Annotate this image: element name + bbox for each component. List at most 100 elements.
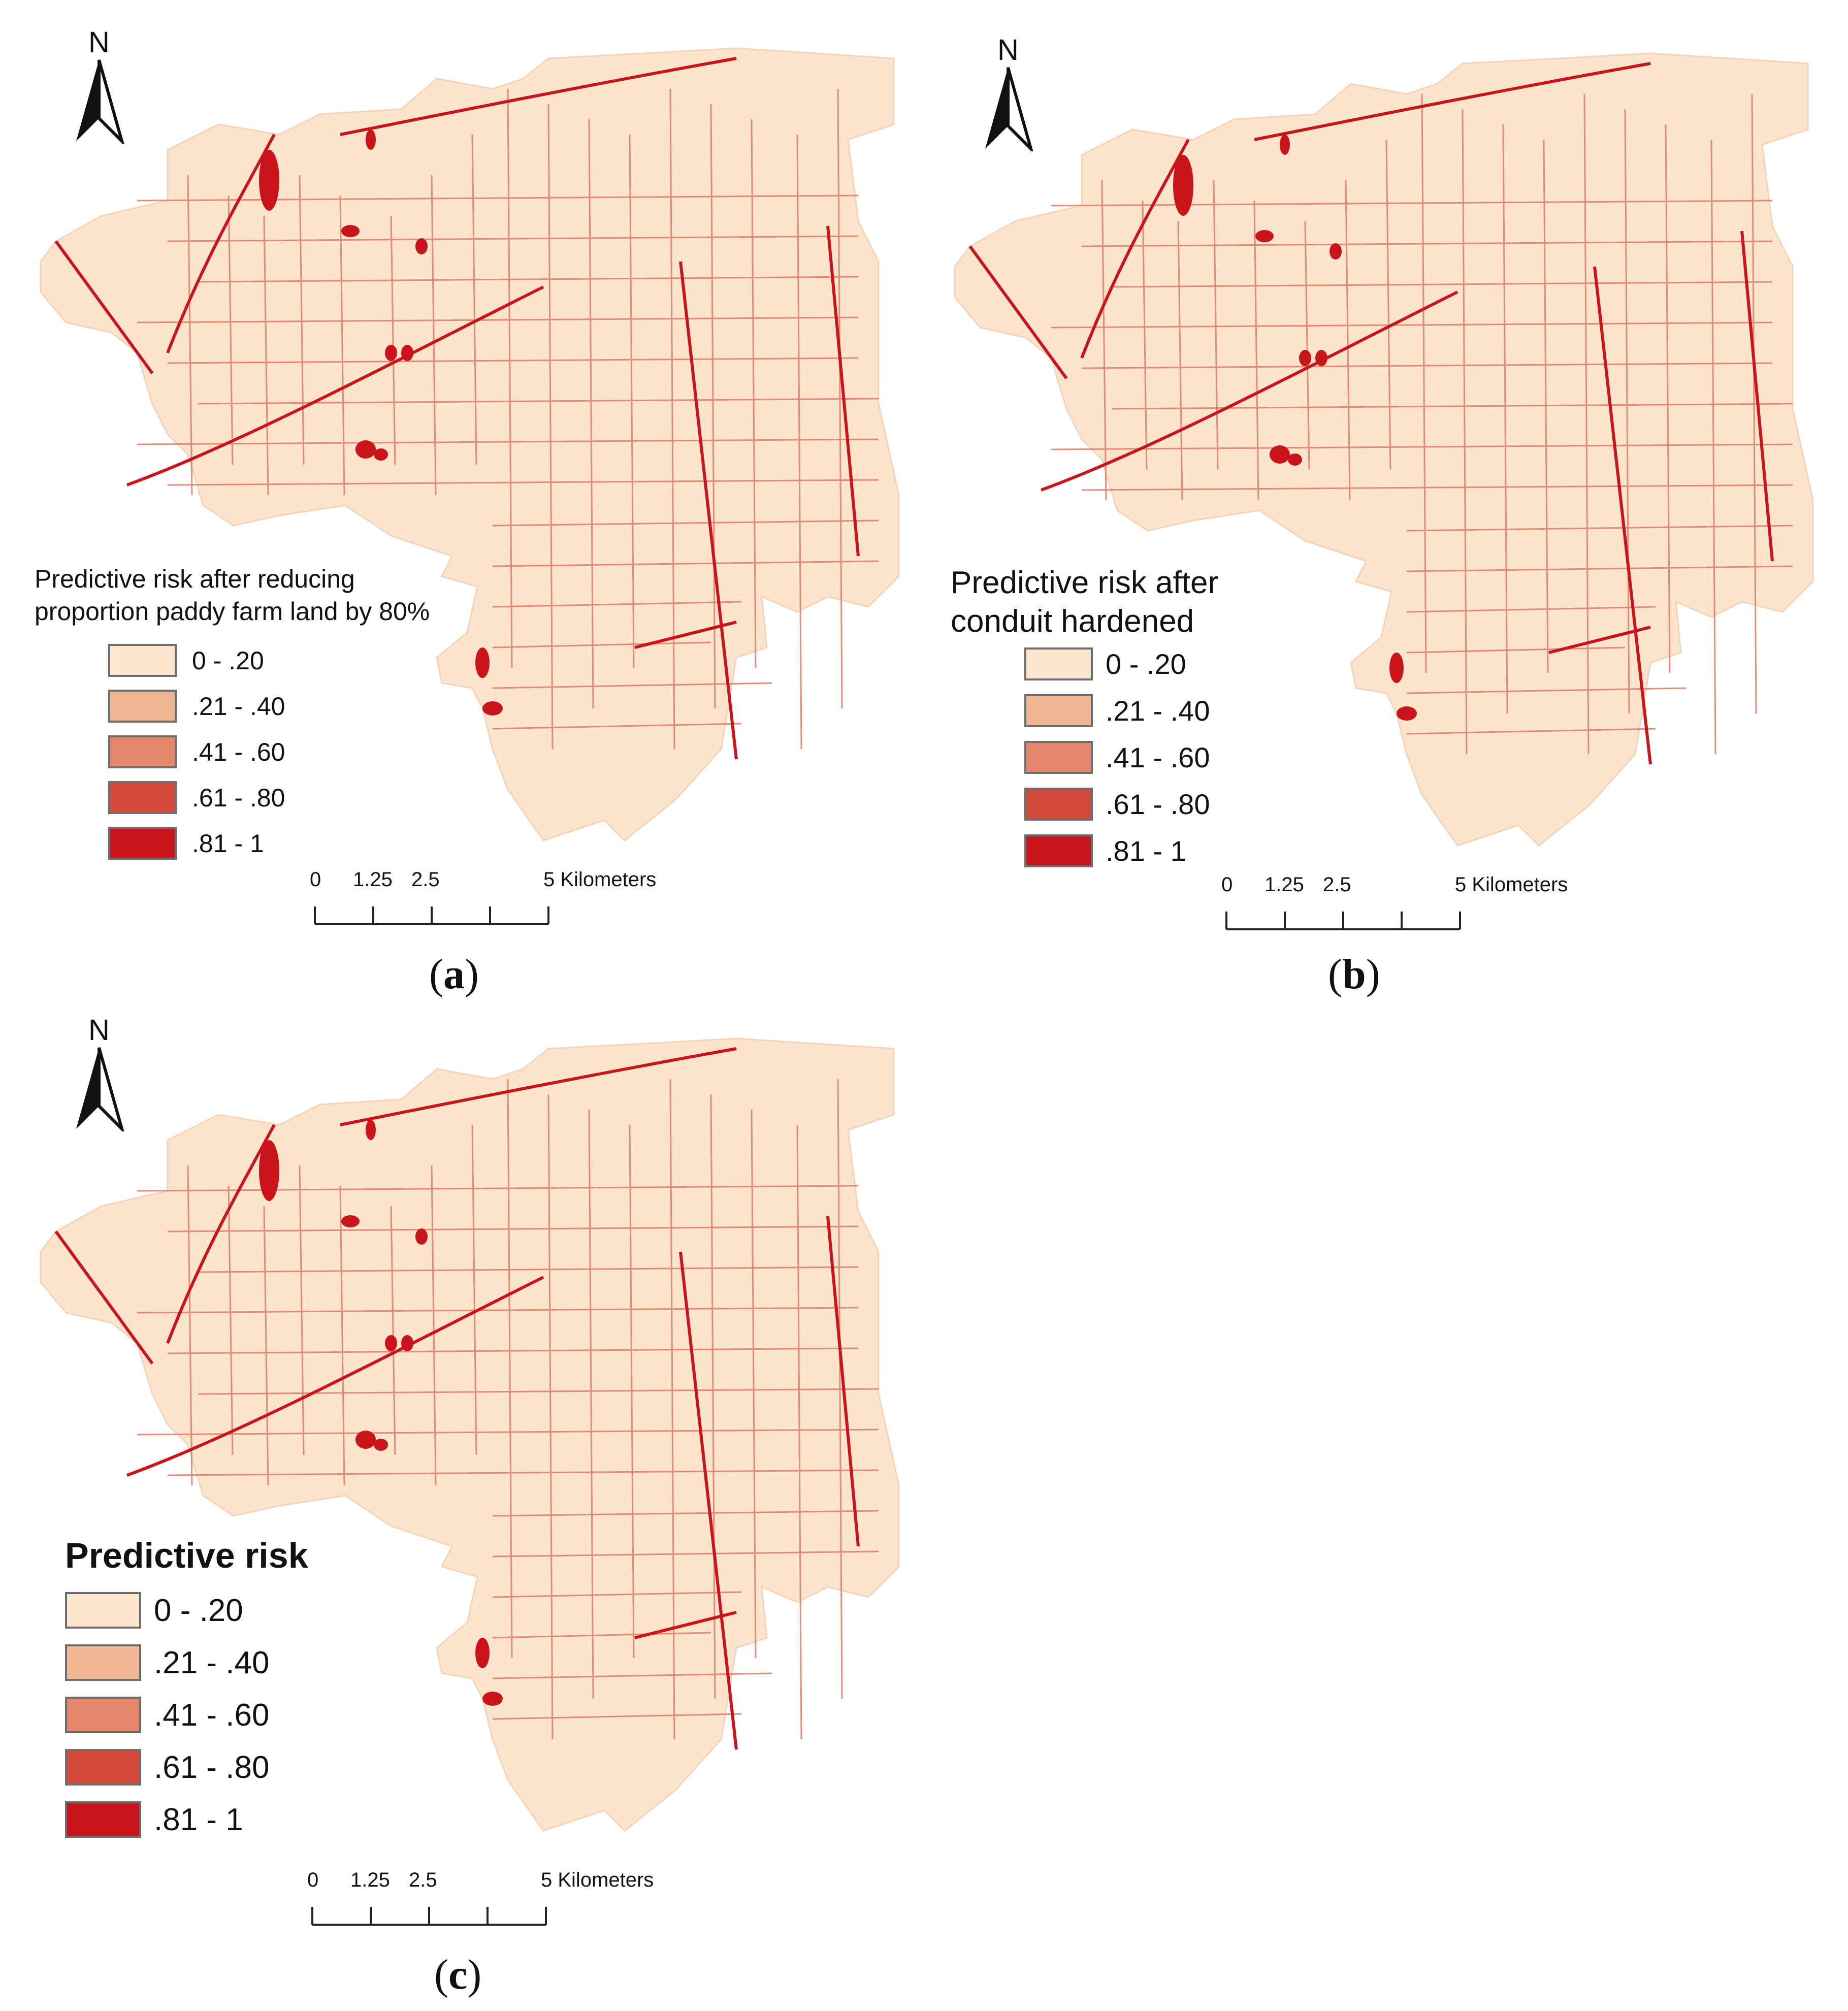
high-risk-patch [1255, 230, 1274, 242]
high-risk-patch [1315, 350, 1327, 366]
road-line [1462, 109, 1468, 755]
high-risk-patch [1299, 350, 1311, 366]
road-line [137, 194, 859, 202]
arterial-road [1254, 62, 1651, 141]
high-risk-patch [259, 150, 279, 211]
road-line [1421, 93, 1427, 673]
legend-title-line: Predictive risk after [951, 565, 1219, 600]
legend-item: .21 - .40 [1024, 694, 1210, 727]
high-risk-patches [259, 1120, 503, 1706]
road-line [492, 682, 772, 689]
legend-swatch [65, 1592, 141, 1629]
arterial-road [126, 285, 544, 486]
arterial-road [126, 1276, 544, 1477]
high-risk-patch [401, 345, 413, 361]
legend-label: 0 - .20 [1106, 648, 1186, 680]
legend-swatch [108, 781, 177, 814]
scale-tick-label: 1.25 [350, 1869, 390, 1891]
road-line [492, 723, 742, 730]
north-arrow-c: N [71, 1016, 127, 1134]
legend-swatch [1024, 741, 1093, 774]
road-line [1406, 606, 1656, 613]
legend-a: Predictive risk after reducing proportio… [35, 563, 492, 878]
high-risk-patch [355, 440, 376, 459]
legend-label: .81 - 1 [1106, 835, 1186, 867]
scale-tick-label: 5 Kilometers [1455, 873, 1568, 896]
road-network [137, 1079, 879, 1740]
legend-item: 0 - .20 [1024, 647, 1186, 680]
north-arrow-a: N [71, 28, 127, 147]
legend-title-line: conduit hardened [951, 604, 1194, 639]
road-line [547, 104, 554, 750]
road-line [492, 1672, 772, 1679]
road-line [167, 357, 859, 364]
road-line [710, 104, 716, 709]
legend-label: .61 - .80 [192, 783, 285, 812]
road-line [187, 1165, 193, 1486]
legend-item: .61 - .80 [65, 1749, 269, 1786]
legend-item: .61 - .80 [1024, 788, 1210, 821]
road-line [263, 1206, 269, 1486]
legend-item: .41 - .60 [108, 735, 285, 768]
scale-bar-line [1225, 912, 1461, 930]
legend-swatch [65, 1697, 141, 1733]
legend-label: .21 - .40 [1106, 695, 1210, 727]
road-line [1101, 180, 1107, 501]
legend-item: .61 - .80 [108, 781, 285, 814]
scale-tick-label: 0 [307, 1869, 319, 1891]
north-arrow-b: N [980, 36, 1036, 154]
road-line [390, 1206, 396, 1455]
high-risk-patches [1173, 135, 1417, 721]
arterial-road [826, 1216, 860, 1547]
high-risk-patch [1397, 706, 1417, 721]
legend-label: .21 - .40 [154, 1645, 270, 1680]
legend-swatch [108, 644, 177, 677]
scale-tick-label: 5 Kilometers [543, 868, 657, 891]
road-line [492, 520, 879, 527]
scale-tick-label: 1.25 [353, 868, 393, 891]
road-line [492, 560, 879, 567]
road-line [1385, 139, 1391, 470]
legend-label: .61 - .80 [1106, 788, 1210, 820]
arterial-road [634, 1611, 737, 1639]
road-line [137, 316, 859, 323]
north-arrow-icon [985, 67, 1034, 154]
high-risk-patch [1280, 135, 1290, 155]
risk-map-c [40, 1037, 900, 1832]
road-line [751, 119, 757, 668]
high-risk-patch [366, 129, 376, 150]
road-line [167, 1469, 879, 1476]
risk-map-a [40, 47, 900, 842]
arterial-road [1080, 139, 1190, 359]
legend-label: 0 - .20 [192, 646, 264, 675]
road-line [588, 119, 594, 709]
road-line [1051, 321, 1773, 329]
legend-swatch [108, 827, 177, 860]
scale-bar-line [314, 906, 549, 925]
road-line [492, 1632, 711, 1639]
legend-c: Predictive risk 0 - .20 .21 - .40 .41 - .6… [65, 1534, 370, 1889]
road-line [167, 1347, 859, 1354]
road-line [1304, 220, 1310, 470]
legend-label: .41 - .60 [192, 737, 285, 766]
road-line [390, 215, 396, 465]
road-line [492, 641, 711, 648]
legend-label: .61 - .80 [154, 1749, 270, 1785]
legend-swatch [1024, 834, 1093, 867]
high-risk-patch [1173, 155, 1193, 216]
legend-swatch [65, 1749, 141, 1786]
road-line [507, 88, 513, 668]
road-line [492, 1713, 742, 1720]
road-line [1051, 443, 1793, 450]
road-line [1081, 240, 1773, 247]
road-line [167, 1225, 859, 1232]
arterial-road [679, 261, 738, 760]
arterial-road [54, 240, 154, 374]
high-risk-patch [374, 1439, 388, 1451]
legend-title-line: Predictive risk [65, 1536, 308, 1575]
high-risk-patch [1389, 653, 1404, 683]
north-arrow-icon [76, 1047, 125, 1134]
legend-title-line: proportion paddy farm land by 80% [35, 597, 430, 626]
scale-bar-line [311, 1907, 547, 1926]
legend-swatch [1024, 647, 1093, 680]
